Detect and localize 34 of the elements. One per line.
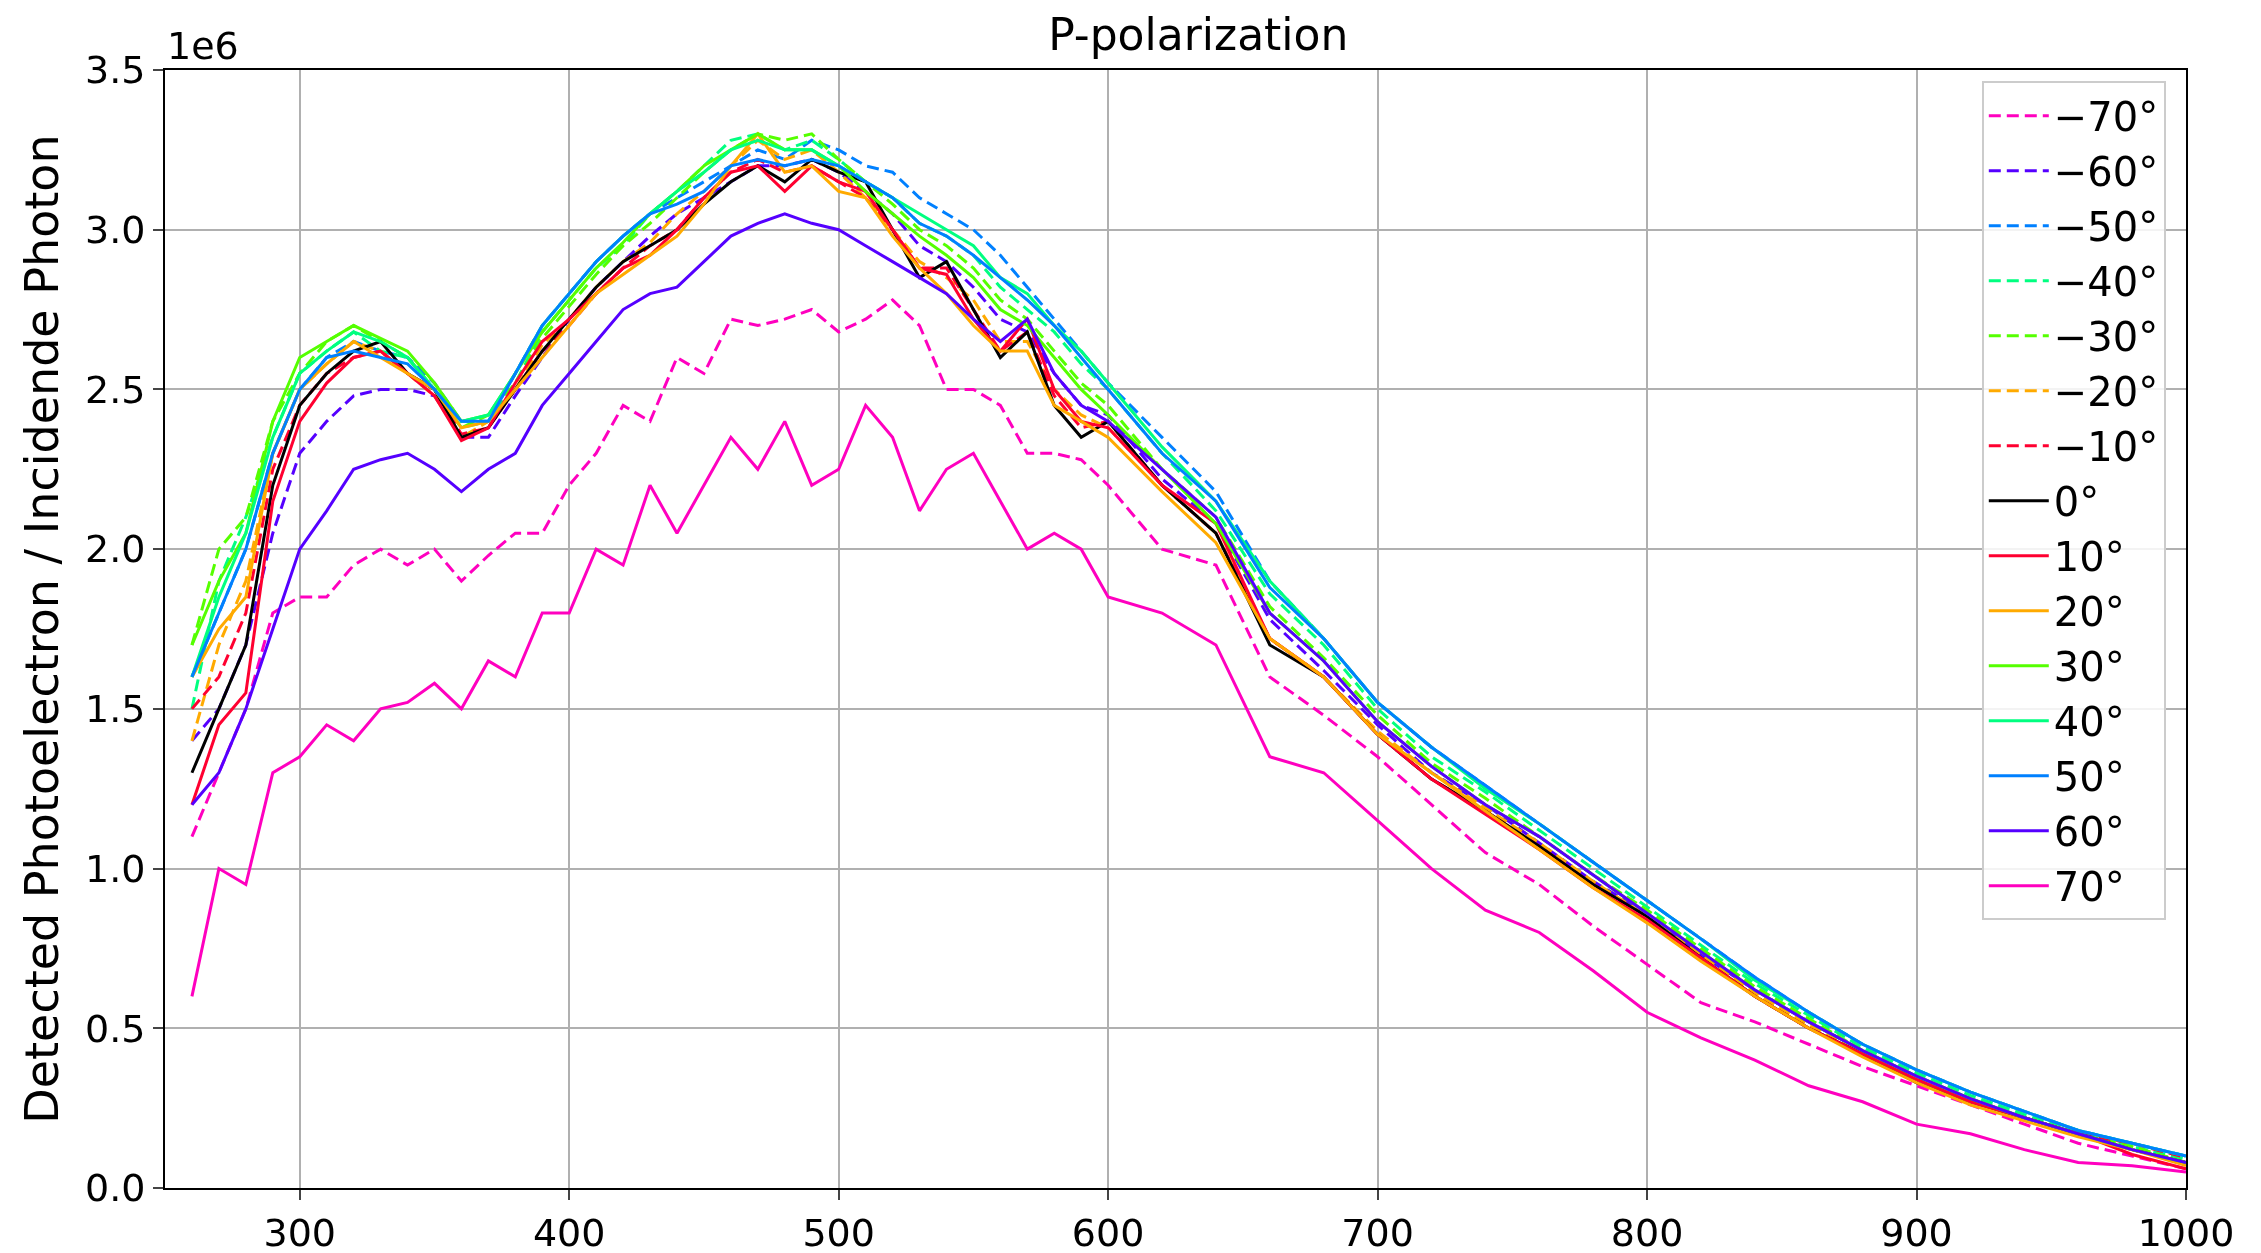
y-tick-label: 2.5 <box>84 367 146 412</box>
text: 1e6 <box>167 24 239 68</box>
x-tick-label: 800 <box>1610 1210 1684 1253</box>
legend-label: 20° <box>2053 589 2125 636</box>
legend-label: 10° <box>2053 534 2125 581</box>
legend-label: 50° <box>2053 754 2125 801</box>
x-tick-label: 400 <box>532 1210 606 1253</box>
legend-label: 40° <box>2053 699 2125 746</box>
y-tick-label: 0.0 <box>84 1166 146 1211</box>
x-tick-label: 900 <box>1880 1210 1953 1253</box>
legend-label: 0° <box>2053 479 2100 526</box>
legend-label: −60° <box>2053 149 2159 196</box>
y-tick-label: 3.0 <box>84 208 146 253</box>
legend-label: 30° <box>2053 644 2125 691</box>
y-tick-label: 1.5 <box>84 687 146 732</box>
legend-label: −30° <box>2053 314 2159 361</box>
legend-label: −40° <box>2053 259 2159 306</box>
legend-label: −50° <box>2053 204 2159 251</box>
x-tick-label: 1000 <box>2137 1210 2235 1253</box>
y-tick-label: 1.0 <box>84 846 146 891</box>
legend-label: −10° <box>2053 424 2159 471</box>
y-tick-label: 0.5 <box>84 1006 146 1051</box>
legend-label: 60° <box>2053 809 2125 856</box>
x-tick-label: 600 <box>1071 1210 1145 1253</box>
x-tick-label: 700 <box>1341 1210 1414 1253</box>
y-tick-label: 2.0 <box>84 527 146 572</box>
legend-label: −20° <box>2053 369 2159 416</box>
legend-label: 70° <box>2053 864 2125 911</box>
legend-label: −70° <box>2053 94 2159 141</box>
y-tick-label: 3.5 <box>84 48 146 93</box>
x-tick-label: 300 <box>263 1210 336 1253</box>
x-tick-label: 500 <box>802 1210 875 1253</box>
chart-title: P-polarization <box>1048 8 1349 60</box>
y-axis-title: Detected Photoelectron / Incidende Photon <box>14 134 69 1124</box>
